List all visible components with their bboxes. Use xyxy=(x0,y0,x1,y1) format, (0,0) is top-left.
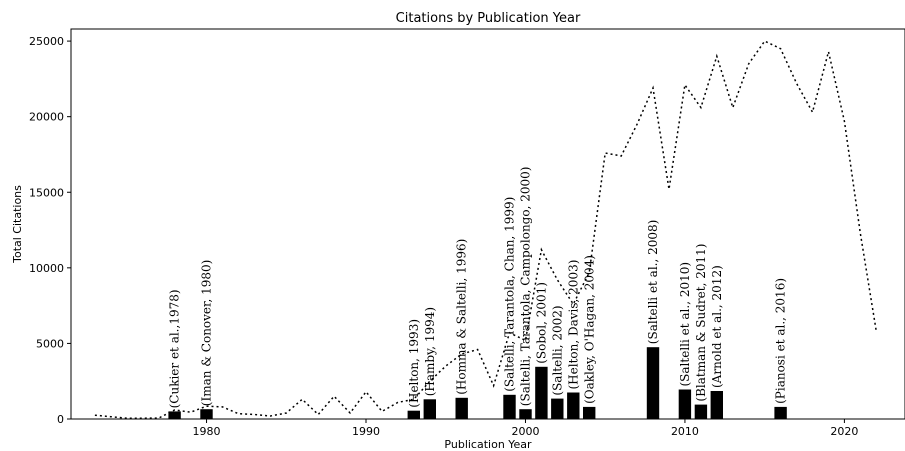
bar-label: (Saltelli, 2002) xyxy=(550,305,564,395)
x-tick-label: 1980 xyxy=(193,425,221,438)
bar-label: (Saltelli et al., 2008) xyxy=(646,220,660,345)
bar-1978 xyxy=(168,411,181,419)
bar-label: (Hamby, 1994) xyxy=(423,307,437,396)
bar-label: (Arnold et al., 2012) xyxy=(710,265,724,388)
x-axis: 1980 1990 2000 2010 2020 xyxy=(193,419,858,438)
bar-2012 xyxy=(710,391,723,419)
y-tick-label: 15000 xyxy=(29,186,64,199)
bar-2008 xyxy=(646,347,660,419)
bar-1993 xyxy=(407,410,420,419)
bar-2010 xyxy=(678,389,692,419)
plot-frame xyxy=(70,28,905,420)
bar-2011 xyxy=(694,404,708,419)
bar-2004 xyxy=(583,406,596,419)
bar-1994 xyxy=(423,399,436,419)
bar-2003 xyxy=(567,392,580,419)
bar-label: (Saltelli, Tarantola, Campolongo, 2000) xyxy=(519,167,533,407)
bar-2016 xyxy=(774,406,787,419)
x-tick-label: 2020 xyxy=(830,425,858,438)
bar-label: (Oakley, O'Hagan, 2004) xyxy=(582,255,596,404)
bar-1980 xyxy=(200,409,213,419)
bar-label: (Iman & Conover, 1980) xyxy=(200,260,214,407)
bar-label: (Helton, Davis, 2003) xyxy=(566,260,580,390)
x-tick-label: 1990 xyxy=(352,425,380,438)
x-tick-label: 2000 xyxy=(511,425,539,438)
y-axis-label: Total Citations xyxy=(11,185,24,264)
x-tick-label: 2010 xyxy=(671,425,699,438)
y-tick-label: 20000 xyxy=(29,111,64,124)
y-tick-label: 5000 xyxy=(36,337,64,350)
bar-label: (Pianosi et al., 2016) xyxy=(774,278,788,404)
bar-label: (Sobol, 2001) xyxy=(534,282,548,364)
y-tick-label: 10000 xyxy=(29,262,64,275)
bar-label: (Blatman & Sudret, 2011) xyxy=(694,244,708,402)
citations-line xyxy=(94,40,878,419)
bar-label: (Helton, 1993) xyxy=(407,319,421,408)
chart-title: Citations by Publication Year xyxy=(396,11,581,26)
bar-2002 xyxy=(551,398,564,419)
bar-2000 xyxy=(519,409,532,419)
y-tick-label: 25000 xyxy=(29,35,64,48)
bar-label: (Saltelli et al., 2010) xyxy=(678,262,692,387)
bar-label: (Homma & Saltelli, 1996) xyxy=(455,239,469,395)
bar-1996 xyxy=(455,397,468,419)
x-axis-label: Publication Year xyxy=(444,438,532,451)
bar-1999 xyxy=(503,394,516,419)
bar-2001 xyxy=(535,366,548,419)
bar-label: (Cukier et al.,1978) xyxy=(168,289,182,408)
plot-area: (Cukier et al.,1978) (Iman & Conover, 198… xyxy=(94,40,878,419)
y-tick-label: 0 xyxy=(57,413,64,426)
y-axis: 0 5000 10000 15000 20000 25000 xyxy=(29,35,71,426)
bar-label: (Saltelli, Tarantola, Chan, 1999) xyxy=(503,197,517,392)
